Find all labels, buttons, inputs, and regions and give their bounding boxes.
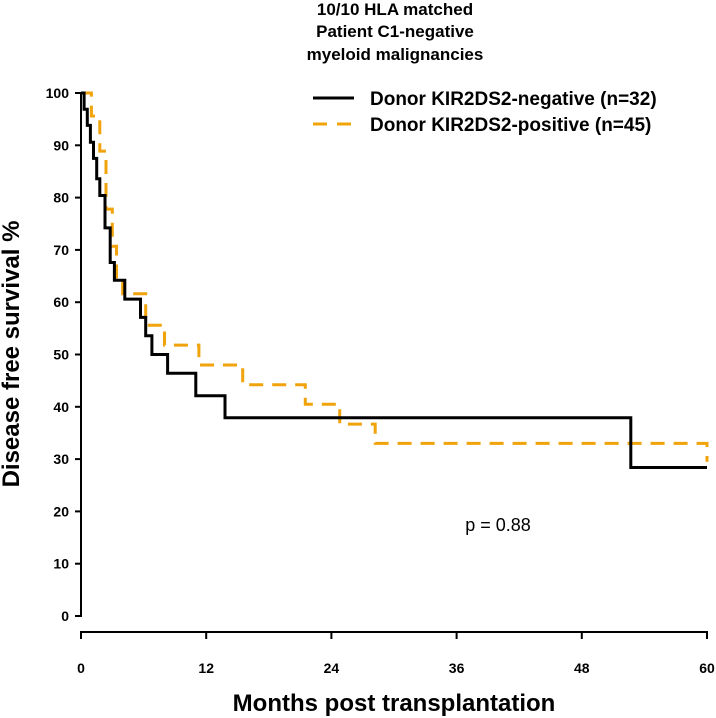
x-axis-title: Months post transplantation [233, 690, 556, 717]
y-tick-label: 90 [53, 137, 69, 153]
chart-title: 10/10 HLA matched Patient C1-negative my… [307, 0, 484, 64]
x-tick-label: 36 [449, 660, 465, 676]
y-tick-label: 40 [53, 399, 69, 415]
legend-label-negative: Donor KIR2DS2-negative (n=32) [370, 89, 657, 110]
axes: 0 10 20 30 40 50 60 70 80 90 100 0 12 24 36 48 60 [46, 85, 715, 676]
y-tick-label: 10 [53, 556, 69, 572]
y-tick-label: 60 [53, 294, 69, 310]
y-tick-label: 80 [53, 190, 69, 206]
series-line-positive [81, 91, 709, 462]
y-tick-label: 50 [53, 347, 69, 363]
chart-title-line-3: myeloid malignancies [307, 45, 484, 64]
x-tick-label: 0 [77, 660, 85, 676]
y-tick-label: 70 [53, 242, 69, 258]
x-tick-label: 48 [574, 660, 590, 676]
p-value-annotation: p = 0.88 [465, 515, 531, 535]
series-line-negative [81, 91, 707, 469]
chart-title-line-2: Patient C1-negative [316, 22, 474, 41]
series-layer [81, 91, 709, 469]
legend-label-positive: Donor KIR2DS2-positive (n=45) [370, 115, 651, 136]
y-tick-label: 100 [46, 85, 70, 101]
legend: Donor KIR2DS2-negative (n=32) Donor KIR2… [313, 89, 657, 136]
x-tick-label: 12 [198, 660, 214, 676]
chart-title-line-1: 10/10 HLA matched [317, 0, 473, 19]
y-tick-label: 20 [53, 503, 69, 519]
y-tick-label: 0 [61, 608, 69, 624]
y-tick-label: 30 [53, 451, 69, 467]
y-axis-title: Disease free survival % [0, 221, 25, 488]
x-tick-label: 24 [324, 660, 340, 676]
x-tick-label: 60 [699, 660, 715, 676]
